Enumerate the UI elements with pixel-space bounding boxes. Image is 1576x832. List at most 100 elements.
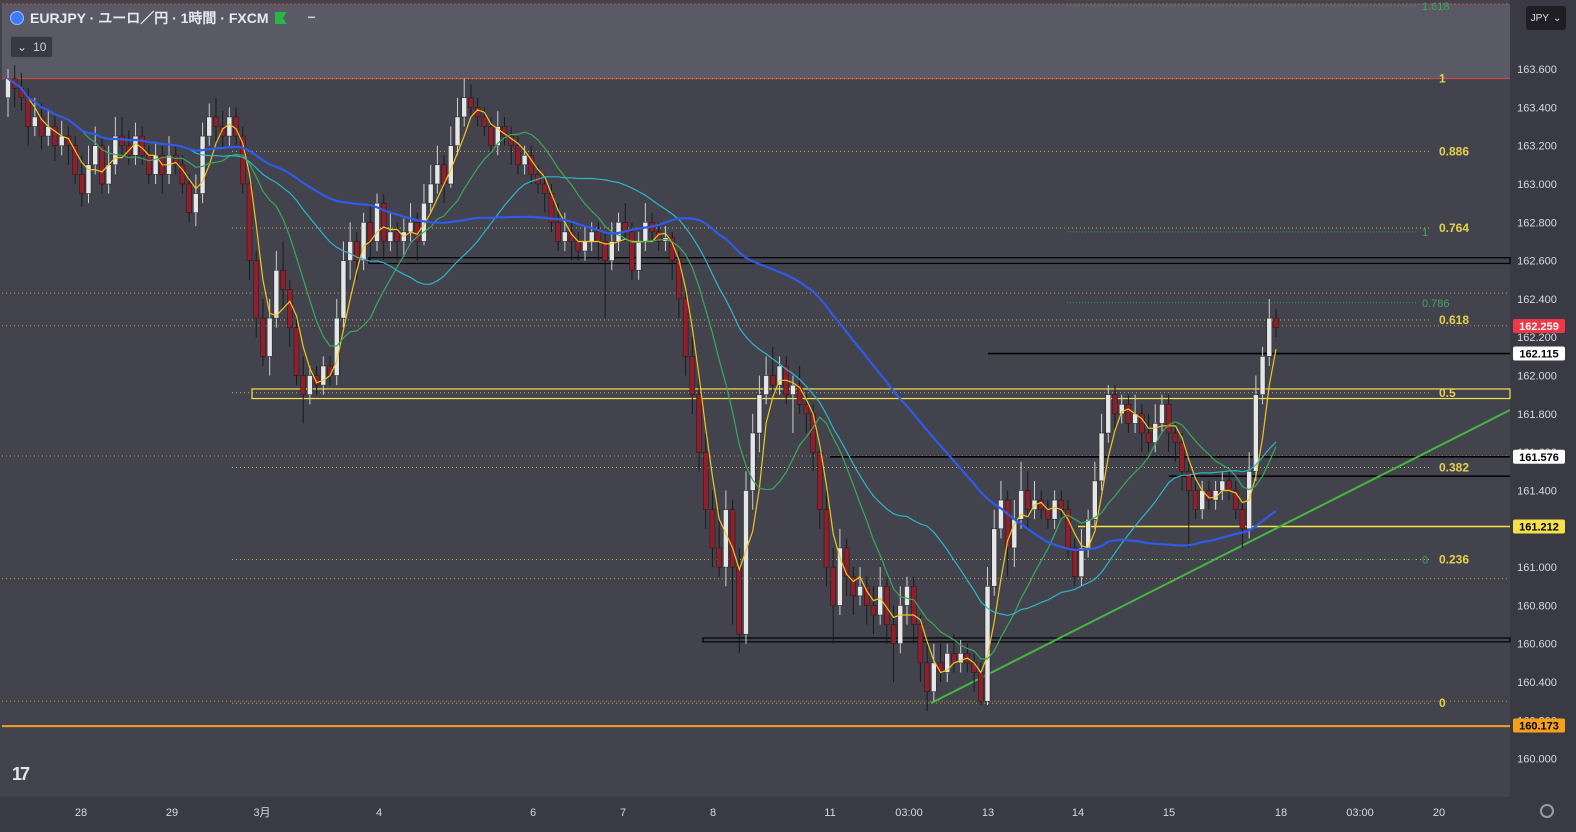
candle-body <box>803 404 810 415</box>
candle-body <box>65 135 72 146</box>
price-label-text: 162.259 <box>1519 321 1559 333</box>
candle-body <box>85 164 92 194</box>
price-label-text: 160.173 <box>1519 721 1559 733</box>
candle-body <box>897 605 904 644</box>
tradingview-logo-icon: 17 <box>12 764 30 784</box>
settings-gear-icon[interactable] <box>1540 804 1554 818</box>
moving-average-line-1 <box>7 78 1277 660</box>
time-tick-label: 14 <box>1072 807 1084 819</box>
price-label-badge <box>1513 519 1565 534</box>
symbol-title[interactable]: EURJPY · ユーロ／円 · 1時間 · FXCM <box>30 10 269 26</box>
fib-level-label: 0.886 <box>1439 144 1469 158</box>
fib-extension-label: 1 <box>1422 227 1428 239</box>
candle-body <box>1239 509 1246 530</box>
time-tick-label: 3月 <box>253 807 270 819</box>
candle-body <box>790 384 796 395</box>
price-tick-label: 160.000 <box>1517 754 1557 766</box>
candle-body <box>1139 413 1145 434</box>
candle-body <box>588 231 595 242</box>
candle-body <box>139 135 145 156</box>
candle-body <box>414 222 420 242</box>
candle-body <box>1071 547 1078 577</box>
candle-body <box>206 116 213 137</box>
candle-body <box>1118 404 1125 415</box>
candle-body <box>877 586 883 616</box>
candle-body <box>541 183 548 194</box>
market-open-flag-icon <box>274 12 287 24</box>
candle-body <box>971 662 977 673</box>
candle-body <box>1172 432 1179 443</box>
candle-body <box>702 451 709 510</box>
candle-body <box>360 222 367 261</box>
chevron-down-icon: ⌄ <box>1552 12 1562 24</box>
candle-body <box>1192 490 1199 510</box>
candle-body <box>629 231 635 271</box>
currency-selector[interactable]: JPY ⌄ <box>1526 6 1566 30</box>
candle-body <box>830 566 836 606</box>
candle-body <box>857 586 863 597</box>
candle-body <box>890 624 897 644</box>
price-tick-label: 163.000 <box>1517 179 1557 191</box>
candle-body <box>72 145 78 175</box>
price-tick-label: 163.200 <box>1517 141 1557 153</box>
time-tick-label: 18 <box>1275 807 1287 819</box>
candle-body <box>1232 490 1239 510</box>
candle-body <box>864 586 870 606</box>
chevron-down-icon: ⌄ <box>17 40 28 54</box>
price-label-text: 162.115 <box>1519 349 1558 361</box>
symbol-logo-icon <box>10 11 24 25</box>
horizontal-box-level <box>251 388 1511 400</box>
candle-body <box>287 289 293 328</box>
candle-body <box>92 145 98 166</box>
price-tick-label: 162.000 <box>1517 371 1557 383</box>
price-tick-label: 162.600 <box>1517 256 1557 268</box>
candle-body <box>917 624 924 664</box>
candle-body <box>1219 480 1226 491</box>
fib-extension-label: 0.786 <box>1422 298 1450 310</box>
candle-body <box>823 509 830 568</box>
candle-body <box>937 662 944 673</box>
candle-body <box>575 241 582 252</box>
price-tick-label: 161.000 <box>1517 562 1557 574</box>
candle-body <box>528 155 535 175</box>
candle-body <box>146 155 152 175</box>
price-label-text: 161.212 <box>1519 522 1559 534</box>
candle-body <box>246 183 253 261</box>
candle-body <box>193 193 199 213</box>
candle-body <box>1051 499 1058 520</box>
candles-group <box>5 65 1279 711</box>
moving-average-line-3 <box>7 77 1277 552</box>
candle-body <box>1165 404 1172 434</box>
price-label-text: 161.576 <box>1519 452 1559 464</box>
horizontal-box-level <box>702 637 1511 643</box>
candle-body <box>427 183 434 204</box>
candle-body <box>307 375 313 395</box>
trendline <box>930 409 1511 705</box>
candle-body <box>582 241 588 252</box>
price-label-badge <box>1513 318 1565 333</box>
candle-body <box>642 222 649 242</box>
candle-body <box>515 145 521 166</box>
candle-body <box>52 126 58 146</box>
candle-body <box>468 97 474 108</box>
candle-body <box>796 384 803 405</box>
candle-body <box>340 260 347 319</box>
candle-body <box>1004 499 1011 549</box>
candle-body <box>79 174 85 194</box>
indicator-toggle[interactable]: ⌄ 10 <box>10 36 54 58</box>
chart-header: EURJPY · ユーロ／円 · 1時間 · FXCM − <box>10 8 321 28</box>
collapse-minus-icon[interactable]: − <box>302 9 321 27</box>
time-tick-label: 13 <box>982 807 994 819</box>
fib-level-label: 1 <box>1439 72 1446 86</box>
candle-body <box>998 499 1004 530</box>
candle-body <box>991 528 997 587</box>
candle-body <box>461 97 467 118</box>
candle-body <box>434 164 441 185</box>
candle-body <box>495 126 501 146</box>
candle-body <box>709 509 716 549</box>
candle-body <box>1125 404 1132 424</box>
candle-body <box>696 394 702 453</box>
candle-body <box>817 451 823 510</box>
candle-body <box>776 365 783 386</box>
